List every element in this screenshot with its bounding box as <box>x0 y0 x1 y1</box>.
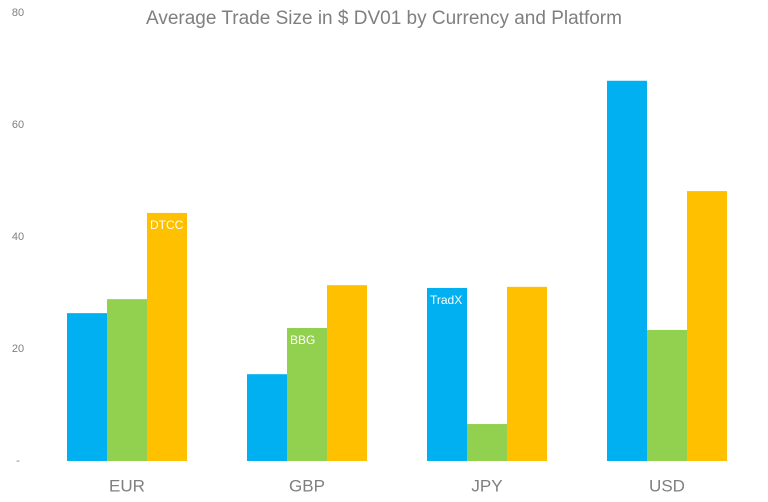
chart-title: Average Trade Size in $ DV01 by Currency… <box>146 8 622 29</box>
series-label: TradX <box>430 293 462 307</box>
series-label: BBG <box>290 333 315 347</box>
bar <box>247 374 287 461</box>
bar <box>467 424 507 461</box>
bar <box>687 191 727 461</box>
bar <box>147 212 187 461</box>
bar <box>67 313 107 461</box>
series-label: DTCC <box>150 218 184 232</box>
bar <box>607 80 647 461</box>
bar <box>287 328 327 461</box>
bar <box>647 329 687 461</box>
bar <box>107 299 147 461</box>
y-tick-label: 20 <box>12 343 24 355</box>
x-tick-label: JPY <box>471 476 502 495</box>
bar <box>507 286 547 461</box>
y-tick-label: 80 <box>12 7 24 19</box>
x-tick-label: USD <box>649 476 685 495</box>
bar <box>427 287 467 461</box>
x-tick-label: GBP <box>289 476 325 495</box>
x-tick-label: EUR <box>109 476 145 495</box>
y-tick-label: - <box>16 455 20 467</box>
bar <box>327 285 367 461</box>
y-tick-label: 60 <box>12 119 24 131</box>
y-tick-label: 40 <box>12 231 24 243</box>
